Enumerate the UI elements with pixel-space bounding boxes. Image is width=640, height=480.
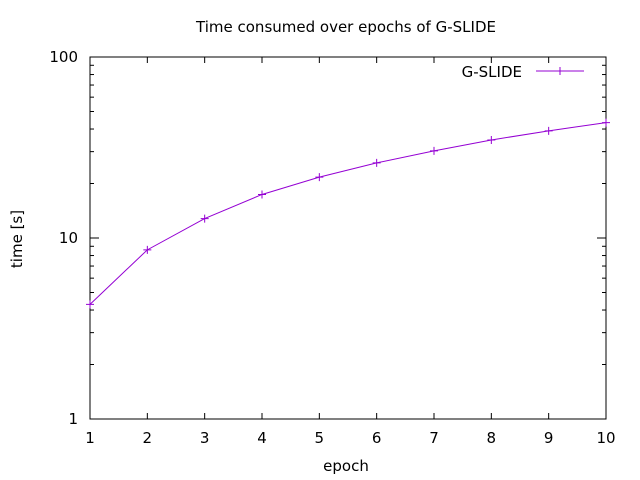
data-point	[200, 214, 209, 223]
data-point	[430, 146, 438, 155]
x-tick-label: 3	[200, 429, 210, 447]
x-tick-label: 10	[596, 429, 615, 447]
data-point	[143, 245, 152, 254]
x-tick-label: 6	[372, 429, 382, 447]
legend-marker-plus	[556, 67, 564, 75]
y-axis: 1 10 100	[49, 48, 606, 428]
legend-label-g-slide: G-SLIDE	[462, 63, 522, 81]
x-tick-label: 9	[544, 429, 554, 447]
data-point	[487, 135, 496, 144]
x-tick-label: 5	[315, 429, 325, 447]
legend: G-SLIDE	[462, 63, 584, 81]
x-tick-label: 1	[85, 429, 95, 447]
y-tick-label: 100	[49, 48, 78, 66]
series-layer	[86, 118, 610, 309]
chart-title: Time consumed over epochs of G-SLIDE	[195, 18, 496, 36]
plot-frame	[89, 56, 607, 420]
data-point	[544, 126, 553, 135]
legend-marker-g-slide	[556, 67, 564, 75]
x-axis: 1 2 3 4 5 6 7 8 9 10	[85, 57, 616, 447]
x-axis-label: epoch	[323, 457, 369, 475]
x-tick-label: 2	[143, 429, 153, 447]
data-point	[315, 173, 324, 182]
y-tick-label: 1	[68, 410, 78, 428]
data-point	[372, 158, 381, 167]
data-point	[86, 300, 94, 309]
series-line-g-slide	[89, 122, 607, 305]
x-tick-label: 4	[257, 429, 267, 447]
data-point	[602, 118, 610, 127]
x-tick-label: 7	[429, 429, 439, 447]
y-axis-label: time [s]	[8, 210, 26, 268]
y-tick-label: 10	[59, 229, 78, 247]
data-point	[258, 190, 266, 199]
x-tick-label: 8	[487, 429, 497, 447]
